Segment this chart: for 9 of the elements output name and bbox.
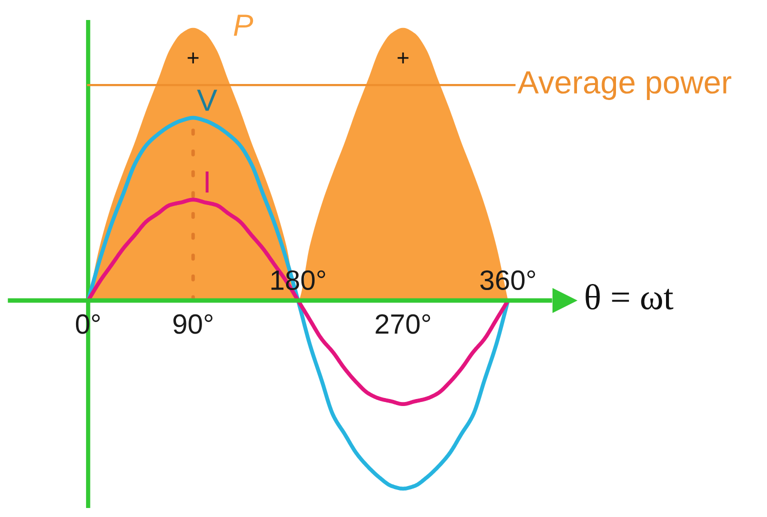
- annotation: +: [398, 52, 408, 64]
- x-tick-label: 90°: [173, 314, 212, 334]
- series-label: V: [197, 90, 218, 111]
- series-label: P: [234, 14, 254, 36]
- series-label: I: [206, 171, 209, 193]
- annotation: +: [188, 52, 199, 64]
- ref-line-label: Average power: [518, 71, 732, 100]
- x-axis-title: θ = ωt: [586, 284, 674, 310]
- x-tick-label: 270°: [376, 314, 430, 334]
